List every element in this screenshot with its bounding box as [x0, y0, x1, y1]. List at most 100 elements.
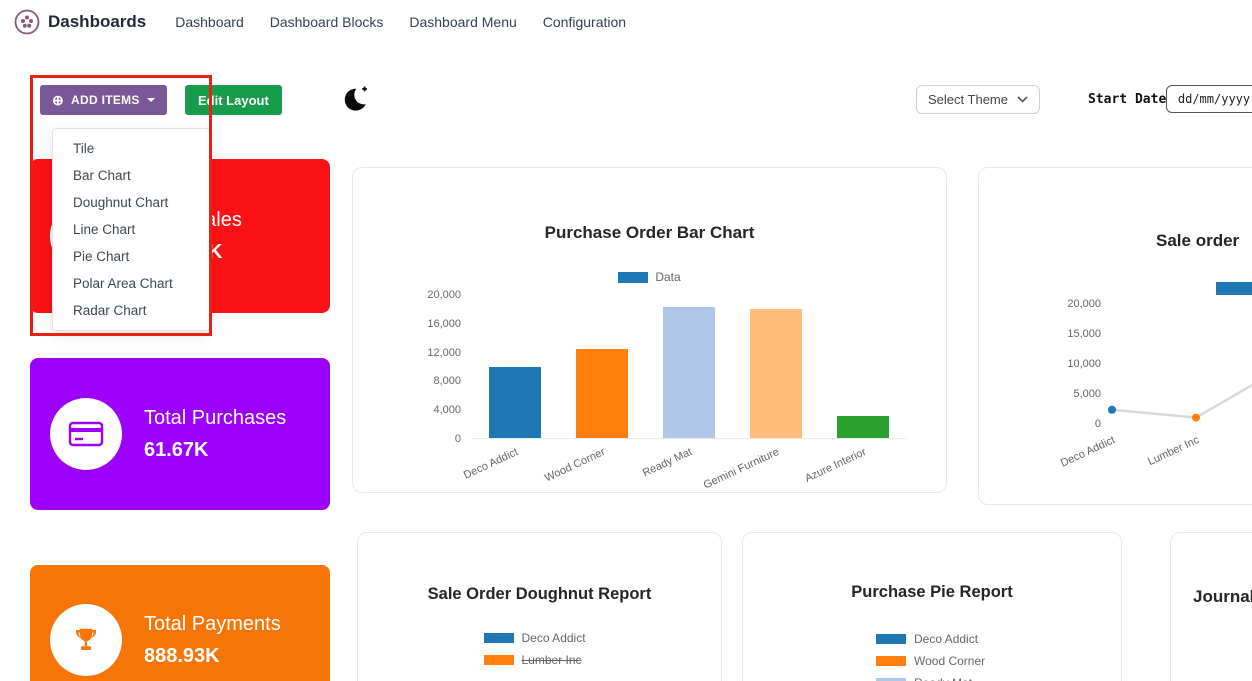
tile-value: 61.67K: [144, 439, 209, 461]
tile-title: Total Payments: [144, 613, 281, 635]
y-tick-label: 0: [1094, 418, 1101, 430]
legend-color-box: [618, 271, 649, 283]
bar: [575, 349, 628, 438]
legend-color-box[interactable]: [1216, 282, 1252, 295]
data-point: [1192, 413, 1200, 422]
x-tick-label: Deco Addict: [1058, 434, 1118, 470]
edit-layout-label: Edit Layout: [198, 92, 269, 108]
nav-item-dashboard-blocks[interactable]: Dashboard Blocks: [269, 14, 384, 30]
legend-color-box: [876, 678, 906, 681]
add-items-button[interactable]: ⊕ ADD ITEMS: [40, 85, 167, 115]
line-chart-y-axis: 0 5,000 10,000 15,000 20,000: [1045, 298, 1101, 430]
legend-item[interactable]: Lumber Inc: [483, 651, 596, 669]
sale-order-doughnut-card: Sale Order Doughnut Report Deco Addict Lu…: [357, 532, 722, 681]
select-theme-label: Select Theme: [928, 92, 1008, 107]
data-point: [1108, 405, 1116, 414]
edit-layout-button[interactable]: Edit Layout: [185, 85, 282, 115]
line-chart-title: Sale order: [1156, 231, 1240, 250]
doughnut-chart-legend: Deco Addict Lumber Inc: [358, 629, 721, 669]
pie-chart-legend: Deco Addict Wood Corner Ready Mat: [743, 630, 1121, 681]
start-date-label: Start Date:: [1088, 92, 1175, 107]
bar: [749, 309, 802, 438]
bar-chart-title: Purchase Order Bar Chart: [544, 223, 755, 242]
trophy-icon: [50, 604, 122, 676]
add-items-dropdown-menu: Tile Bar Chart Doughnut Chart Line Chart…: [52, 128, 210, 331]
legend-color-box: [876, 656, 906, 666]
purchase-pie-card: Purchase Pie Report Deco Addict Wood Corn…: [742, 532, 1122, 681]
app-logo-icon[interactable]: [14, 9, 40, 35]
bar-chart-plot: [471, 294, 906, 439]
x-tick-label: Gemini Furniture: [701, 446, 781, 492]
nav-item-dashboard[interactable]: Dashboard: [175, 14, 244, 30]
y-tick-label: 12,000: [427, 346, 461, 359]
menu-item-polar-area-chart[interactable]: Polar Area Chart: [73, 276, 173, 291]
menu-item-radar-chart[interactable]: Radar Chart: [73, 303, 147, 318]
y-tick-label: 20,000: [1067, 298, 1101, 310]
bar: [662, 306, 715, 438]
menu-item-doughnut-chart[interactable]: Doughnut Chart: [73, 195, 169, 210]
plus-circle-icon: ⊕: [52, 92, 65, 108]
x-tick-label: Wood Corner: [542, 446, 607, 485]
x-tick-label: Ready Mat: [640, 446, 694, 480]
purchase-bar-chart-card: Purchase Order Bar Chart Data 0 4,000 8,00…: [352, 167, 947, 493]
x-tick-label: Lumber Inc: [1146, 434, 1202, 469]
add-items-label: ADD ITEMS: [71, 93, 140, 107]
line-chart-plot: [1108, 383, 1252, 422]
tile-value: 888.93K: [144, 645, 220, 667]
tile-title: Total Purchases: [144, 407, 287, 429]
y-tick-label: 0: [454, 433, 461, 445]
y-tick-label: 5,000: [1073, 388, 1101, 400]
y-tick-label: 16,000: [427, 317, 461, 330]
y-tick-label: 8,000: [433, 375, 461, 388]
moon-icon: [344, 86, 367, 111]
doughnut-chart-title: Sale Order Doughnut Report: [427, 585, 652, 603]
y-tick-label: 4,000: [433, 404, 461, 417]
menu-item-tile[interactable]: Tile: [73, 141, 95, 156]
bar: [836, 416, 889, 438]
chevron-down-icon: [1017, 96, 1028, 103]
legend-label: Deco Addict: [521, 631, 586, 645]
select-theme-dropdown[interactable]: Select Theme: [916, 85, 1040, 114]
app-title: Dashboards: [48, 12, 147, 31]
x-tick-label: Azure Interior: [802, 446, 868, 485]
sale-order-line-chart-card: Sale order 0 5,000 10,000 15,000 20,000 Deco…: [978, 167, 1252, 505]
nav-item-dashboard-menu[interactable]: Dashboard Menu: [409, 14, 517, 30]
legend-item[interactable]: Deco Addict: [876, 630, 988, 648]
y-tick-label: 20,000: [427, 289, 461, 301]
legend-label: Wood Corner: [914, 654, 986, 668]
legend-item[interactable]: Deco Addict: [483, 629, 596, 647]
caret-down-icon: [146, 98, 155, 106]
bar: [488, 367, 541, 438]
pie-chart-title: Purchase Pie Report: [851, 583, 1013, 601]
tile-value: K: [208, 241, 223, 263]
legend-color-box: [483, 655, 514, 665]
y-tick-label: 15,000: [1067, 328, 1101, 340]
menu-item-bar-chart[interactable]: Bar Chart: [73, 168, 131, 183]
legend-label: Lumber Inc: [521, 653, 582, 667]
legend-label: Ready Mat: [914, 676, 972, 681]
main-menu: Dashboard Dashboard Blocks Dashboard Men…: [162, 14, 639, 30]
x-tick-label: Deco Addict: [461, 446, 520, 482]
legend-label: Data: [655, 270, 681, 284]
journal-card-title: Journal: [1193, 587, 1252, 606]
legend-item[interactable]: Wood Corner: [876, 652, 988, 670]
top-navbar: Dashboards Dashboard Dashboard Blocks Da…: [0, 0, 1252, 44]
tile-total-purchases[interactable]: Total Purchases 61.67K: [30, 358, 330, 510]
legend-color-box: [876, 634, 906, 644]
menu-item-pie-chart[interactable]: Pie Chart: [73, 249, 130, 264]
start-date-input[interactable]: [1166, 85, 1252, 113]
journal-card: Journal: [1170, 532, 1252, 681]
menu-item-line-chart[interactable]: Line Chart: [73, 222, 136, 237]
bar-chart-legend[interactable]: Data: [353, 270, 946, 284]
dark-mode-toggle-button[interactable]: [339, 84, 371, 116]
legend-color-box: [483, 633, 514, 643]
tile-total-payments[interactable]: Total Payments 888.93K: [30, 565, 330, 681]
bar-chart-x-axis: Deco Addict Wood Corner Ready Mat Gemini Fu…: [461, 442, 906, 492]
legend-item[interactable]: Ready Mat: [876, 674, 988, 681]
nav-item-configuration[interactable]: Configuration: [542, 14, 627, 30]
credit-card-icon: [50, 398, 122, 470]
legend-label: Deco Addict: [914, 632, 979, 646]
y-tick-label: 10,000: [1067, 358, 1101, 370]
